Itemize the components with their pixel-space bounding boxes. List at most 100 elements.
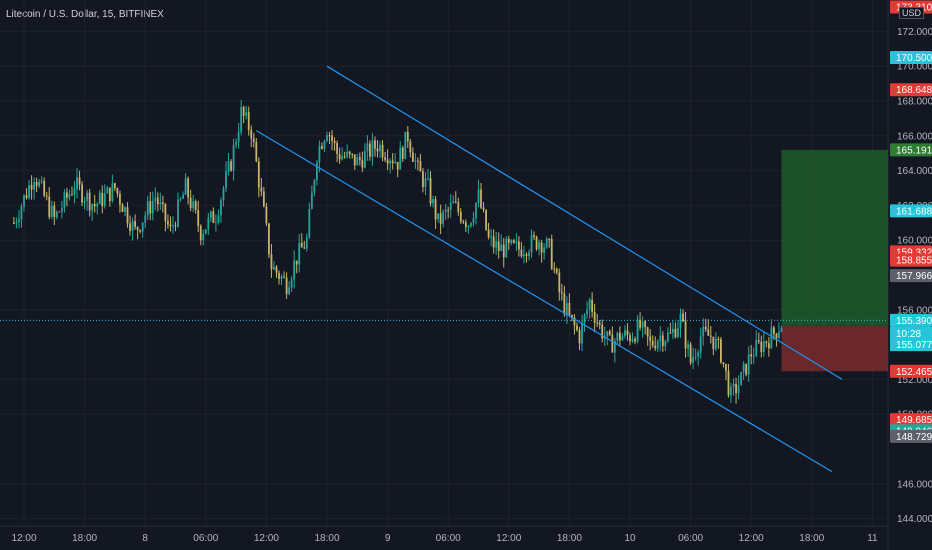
candle-body xyxy=(497,241,500,252)
candle-body xyxy=(641,321,644,328)
candle-body xyxy=(422,171,424,188)
candle-body xyxy=(661,335,664,347)
candle-body xyxy=(149,201,152,214)
currency-label[interactable]: USD xyxy=(899,7,925,19)
candle-body xyxy=(169,224,172,227)
time-tick-label: 18:00 xyxy=(799,533,824,544)
candle-body xyxy=(735,383,737,394)
candle-body xyxy=(298,242,301,265)
candle-body xyxy=(563,293,566,314)
candle-body xyxy=(528,252,530,257)
candle-body xyxy=(346,151,349,157)
candle-body xyxy=(707,329,710,336)
candle-body xyxy=(103,193,106,207)
candle-body xyxy=(510,240,513,243)
candle-body xyxy=(730,386,732,396)
candle-body xyxy=(732,383,735,387)
candle-body xyxy=(172,225,174,227)
candle-body xyxy=(608,331,611,335)
candle-body xyxy=(750,354,753,357)
price-badge-label: 10:28 xyxy=(896,329,921,340)
candle-body xyxy=(235,142,237,146)
price-badge-label: 149.685 xyxy=(896,415,932,426)
candle-body xyxy=(654,345,657,349)
candle-body xyxy=(316,162,318,181)
candle-body xyxy=(240,107,243,133)
candle-body xyxy=(740,372,742,386)
candle-body xyxy=(624,330,626,337)
candle-body xyxy=(586,309,588,315)
candle-body xyxy=(490,236,493,238)
candle-body xyxy=(687,344,689,349)
candle-body xyxy=(664,341,667,347)
candle-body xyxy=(780,327,783,333)
candle-body xyxy=(568,302,571,315)
candle-body xyxy=(571,314,573,318)
candle-body xyxy=(767,343,770,349)
candle-body xyxy=(755,340,758,357)
candle-body xyxy=(121,204,124,212)
candle-body xyxy=(25,195,28,198)
candle-body xyxy=(189,197,192,209)
candle-body xyxy=(778,332,780,339)
candle-body xyxy=(487,229,490,238)
candle-body xyxy=(462,221,465,223)
price-badge xyxy=(890,313,932,327)
candle-body xyxy=(275,266,278,273)
candle-body xyxy=(449,203,452,210)
price-tick-label: 170.000 xyxy=(897,62,932,73)
candle-body xyxy=(596,322,599,324)
candle-body xyxy=(194,201,197,211)
candle-body xyxy=(78,177,81,185)
time-tick-label: 12:00 xyxy=(739,533,764,544)
candle-body xyxy=(770,327,773,349)
channel-lower-line[interactable] xyxy=(255,130,833,473)
candle-body xyxy=(250,129,253,139)
candle-body xyxy=(318,145,321,163)
candle-body xyxy=(591,299,594,312)
candle-body xyxy=(220,199,222,216)
time-tick-label: 12:00 xyxy=(496,533,521,544)
channel-upper-line[interactable] xyxy=(326,65,843,380)
candle-body xyxy=(573,317,576,326)
candle-body xyxy=(371,140,374,157)
candle-body xyxy=(363,151,366,168)
candle-body xyxy=(515,241,518,243)
candle-body xyxy=(677,327,679,338)
candle-body xyxy=(164,203,167,222)
candle-body xyxy=(704,326,707,330)
profit-zone[interactable] xyxy=(781,149,889,326)
candle-body xyxy=(535,236,538,250)
candle-body xyxy=(38,181,41,187)
candle-body xyxy=(775,333,778,339)
candle-body xyxy=(720,339,722,363)
candle-body xyxy=(146,201,149,216)
price-badge xyxy=(890,413,932,427)
candle-body xyxy=(33,181,35,190)
stop-loss-zone[interactable] xyxy=(781,325,889,372)
candle-body xyxy=(50,205,53,217)
candle-body xyxy=(53,205,56,218)
candle-body xyxy=(452,201,455,204)
candle-body xyxy=(341,156,344,160)
price-badge-label: 155.077 xyxy=(896,340,932,351)
price-tick-label: 156.000 xyxy=(897,305,932,316)
candle-body xyxy=(442,211,445,224)
price-badge-label: 157.966 xyxy=(896,271,932,282)
candle-body xyxy=(429,178,432,204)
candle-body xyxy=(217,215,220,222)
candle-body xyxy=(98,192,101,204)
price-badge xyxy=(890,338,932,352)
candle-body xyxy=(369,143,371,157)
candle-body xyxy=(192,201,195,209)
candle-body xyxy=(409,141,412,153)
candle-body xyxy=(293,260,296,280)
candle-body xyxy=(374,140,376,149)
price-tick-label: 144.000 xyxy=(897,514,932,525)
candle-body xyxy=(126,207,129,224)
candle-body xyxy=(525,254,528,257)
candle-body xyxy=(270,254,273,270)
candle-body xyxy=(619,332,621,341)
time-tick-label: 18:00 xyxy=(314,533,339,544)
